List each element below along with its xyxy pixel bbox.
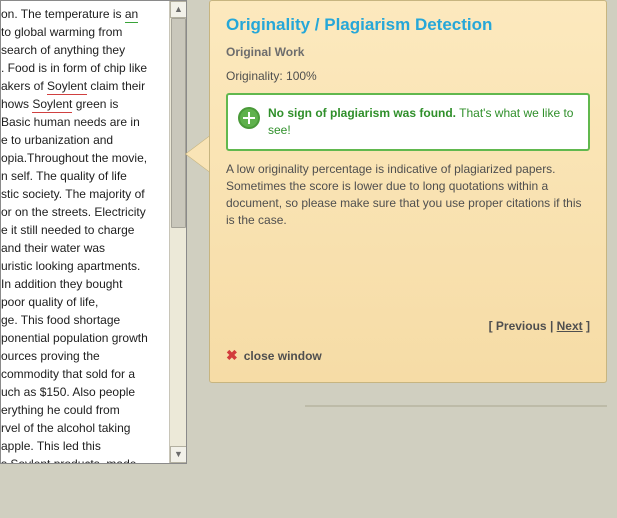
vertical-scrollbar[interactable]: ▲ ▼	[169, 1, 186, 463]
result-box: No sign of plagiarism was found. That's …	[226, 93, 590, 151]
pager: [ Previous | Next ]	[226, 319, 590, 333]
panel-subtitle: Original Work	[226, 45, 590, 59]
originality-label: Originality:	[226, 69, 283, 83]
previous-link[interactable]: Previous	[496, 319, 547, 333]
result-text: No sign of plagiarism was found. That's …	[268, 105, 578, 139]
scroll-thumb[interactable]	[171, 18, 186, 228]
originality-line: Originality: 100%	[226, 69, 590, 83]
document-viewer: on. The temperature is anto global warmi…	[0, 0, 187, 464]
callout-pointer	[186, 136, 210, 172]
explanatory-note: A low originality percentage is indicati…	[226, 161, 590, 229]
scroll-up-button[interactable]: ▲	[170, 1, 187, 18]
close-icon: ✖	[226, 347, 238, 364]
originality-value: 100%	[286, 69, 317, 83]
document-text: on. The temperature is anto global warmi…	[1, 1, 170, 464]
close-label: close window	[244, 349, 322, 363]
divider	[305, 405, 607, 407]
result-bold: No sign of plagiarism was found.	[268, 106, 456, 120]
next-link[interactable]: Next	[557, 319, 583, 333]
plagiarism-panel: Originality / Plagiarism Detection Origi…	[209, 0, 607, 383]
scroll-down-button[interactable]: ▼	[170, 446, 187, 463]
plus-icon	[238, 107, 260, 129]
close-window-link[interactable]: ✖ close window	[226, 347, 590, 364]
scroll-track[interactable]	[170, 18, 187, 446]
panel-title: Originality / Plagiarism Detection	[226, 15, 590, 35]
